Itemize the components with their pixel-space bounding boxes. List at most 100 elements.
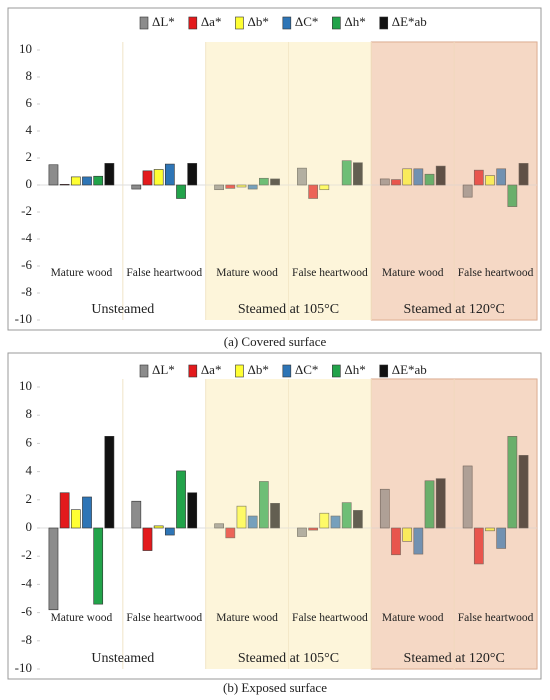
category-label: Mature wood	[50, 267, 113, 279]
y-tick-label: 2	[26, 491, 33, 506]
legend-swatch	[139, 16, 149, 30]
legend-swatch	[282, 16, 292, 30]
bar	[507, 436, 518, 529]
y-tick-label: -8	[21, 632, 32, 647]
group-tint	[205, 42, 372, 320]
category-label: False heartwood	[292, 267, 368, 279]
bar	[176, 184, 186, 199]
bar	[59, 184, 70, 186]
bar	[435, 165, 446, 186]
legend-label: ΔL*	[152, 362, 175, 377]
y-tick-label: -4	[21, 230, 32, 245]
bar	[236, 505, 247, 529]
bar	[435, 478, 446, 529]
legend-swatch	[282, 364, 292, 378]
legend-swatch	[235, 16, 244, 30]
group-label: Unsteamed	[91, 302, 154, 317]
bar	[82, 176, 92, 186]
bar	[259, 177, 269, 186]
bar	[402, 168, 413, 186]
category-label: Mature wood	[381, 612, 444, 624]
bar	[153, 525, 164, 529]
bar	[518, 163, 529, 186]
bar	[297, 167, 307, 186]
bar	[187, 492, 198, 529]
y-tick-label: 6	[26, 434, 33, 449]
category-label: False heartwood	[457, 267, 534, 279]
bar	[93, 175, 104, 186]
bar	[413, 168, 424, 186]
y-tick-label: 0	[26, 519, 33, 534]
bar	[70, 509, 81, 529]
group-label: Unsteamed	[91, 651, 154, 666]
bar	[48, 164, 59, 186]
bar	[473, 527, 484, 565]
bar	[225, 527, 236, 539]
category-label: Mature wood	[216, 267, 278, 279]
caption: (a) Covered surface	[224, 334, 327, 349]
bar	[379, 488, 390, 529]
bar	[341, 160, 352, 186]
y-tick-label: -6	[21, 257, 32, 272]
bar	[70, 176, 81, 186]
category-label: Mature wood	[50, 612, 113, 624]
legend-label: Δh*	[344, 362, 365, 377]
legend-swatch	[235, 364, 244, 378]
group-tint	[371, 379, 537, 669]
category-label: False heartwood	[126, 267, 203, 279]
category-label: Mature wood	[381, 267, 444, 279]
legend-label: Δa*	[201, 362, 222, 377]
bar	[48, 527, 59, 611]
bar	[391, 527, 401, 556]
bar	[142, 527, 153, 551]
group-tint	[205, 379, 372, 669]
bar	[259, 481, 269, 529]
legend-label: Δb*	[247, 362, 268, 377]
category-label: Mature wood	[216, 612, 278, 624]
y-tick-label: 8	[26, 406, 33, 421]
y-tick-label: 4	[26, 463, 33, 478]
bar	[319, 512, 330, 529]
y-tick-label: -8	[21, 284, 32, 299]
y-tick-label: -10	[15, 311, 32, 326]
bar	[496, 168, 507, 186]
bar	[131, 184, 142, 190]
y-tick-label: 8	[26, 68, 33, 83]
bar	[247, 515, 258, 529]
bar	[341, 502, 352, 529]
y-tick-label: -10	[15, 660, 32, 675]
bar	[59, 492, 70, 529]
legend-swatch	[379, 364, 389, 378]
group-label: Steamed at 120°C	[404, 651, 505, 666]
legend-label: Δa*	[201, 14, 222, 29]
y-tick-label: 2	[26, 149, 33, 164]
bar	[153, 169, 164, 186]
category-label: False heartwood	[292, 612, 368, 624]
legend-label: ΔC*	[295, 14, 319, 29]
bar	[462, 465, 473, 529]
bar	[485, 527, 495, 532]
category-label: False heartwood	[126, 612, 203, 624]
bar	[424, 480, 435, 529]
bar	[187, 163, 198, 186]
y-tick-label: 0	[26, 176, 33, 191]
bar	[462, 184, 473, 198]
bar	[297, 527, 307, 537]
category-label: False heartwood	[457, 612, 534, 624]
bar	[104, 436, 115, 529]
bar	[485, 175, 495, 186]
bar	[164, 163, 175, 186]
bar	[413, 527, 424, 555]
y-tick-label: 10	[19, 378, 32, 393]
legend-label: Δb*	[247, 14, 268, 29]
panel-border	[7, 352, 542, 680]
caption: (b) Exposed surface	[223, 680, 327, 695]
bar	[424, 173, 435, 186]
bar	[330, 515, 341, 529]
bar	[93, 527, 104, 605]
legend-label: Δh*	[344, 14, 365, 29]
legend-label: ΔE*ab	[392, 362, 427, 377]
y-tick-label: 10	[19, 41, 32, 56]
